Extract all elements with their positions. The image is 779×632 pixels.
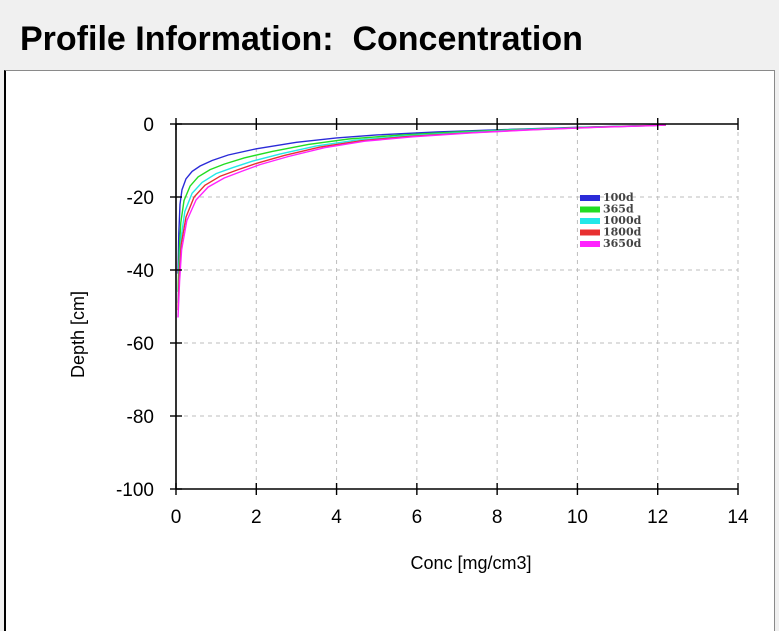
axes — [170, 118, 739, 495]
y-tick-label-2: -40 — [127, 261, 154, 282]
x-tick-label-2: 4 — [331, 507, 342, 528]
y-tick-label-5: -100 — [116, 480, 154, 501]
legend-label-3650d: 3650d — [603, 237, 642, 250]
x-axis-title: Conc [mg/cm3] — [410, 553, 531, 573]
y-tick-label-3: -60 — [127, 334, 154, 355]
y-tick-label-1: -20 — [127, 188, 154, 209]
x-tick-label-3: 6 — [412, 507, 423, 528]
x-tick-label-4: 8 — [492, 507, 503, 528]
series-lines — [177, 124, 666, 318]
plot-area-background — [176, 124, 738, 489]
legend-label-1800d: 1800d — [603, 226, 642, 239]
x-tick-label-5: 10 — [567, 507, 588, 528]
y-axis-title: Depth [cm] — [68, 291, 88, 378]
x-tick-label-0: 0 — [171, 507, 182, 528]
legend-swatch-1800d — [580, 229, 600, 236]
legend-label-100d: 100d — [603, 191, 634, 204]
page-title: Profile Information: Concentration — [20, 20, 583, 58]
x-tick-label-1: 2 — [251, 507, 262, 528]
y-tick-label-4: -80 — [127, 407, 154, 428]
series-line-3650d — [177, 124, 666, 318]
legend-label-365d: 365d — [603, 203, 634, 216]
legend-swatch-365d — [580, 206, 600, 213]
legend-label-1000d: 1000d — [603, 214, 642, 227]
x-tick-label-7: 14 — [727, 507, 749, 528]
x-tick-label-6: 12 — [647, 507, 668, 528]
tick-labels: 0 2 4 6 8 10 12 14 0 -20 -40 -60 -80 -100 — [116, 115, 749, 528]
legend-swatch-100d — [580, 195, 600, 201]
grid-lines — [176, 124, 739, 489]
y-tick-label-0: 0 — [143, 115, 154, 136]
concentration-profile-chart: 0 2 4 6 8 10 12 14 0 -20 -40 -60 -80 -100 Conc [mg/cm… — [68, 115, 749, 573]
chart-panel: 0 2 4 6 8 10 12 14 0 -20 -40 -60 -80 -100 Conc [mg/cm… — [4, 70, 775, 631]
legend-swatch-3650d — [580, 241, 600, 247]
legend-swatch-1000d — [580, 218, 600, 224]
